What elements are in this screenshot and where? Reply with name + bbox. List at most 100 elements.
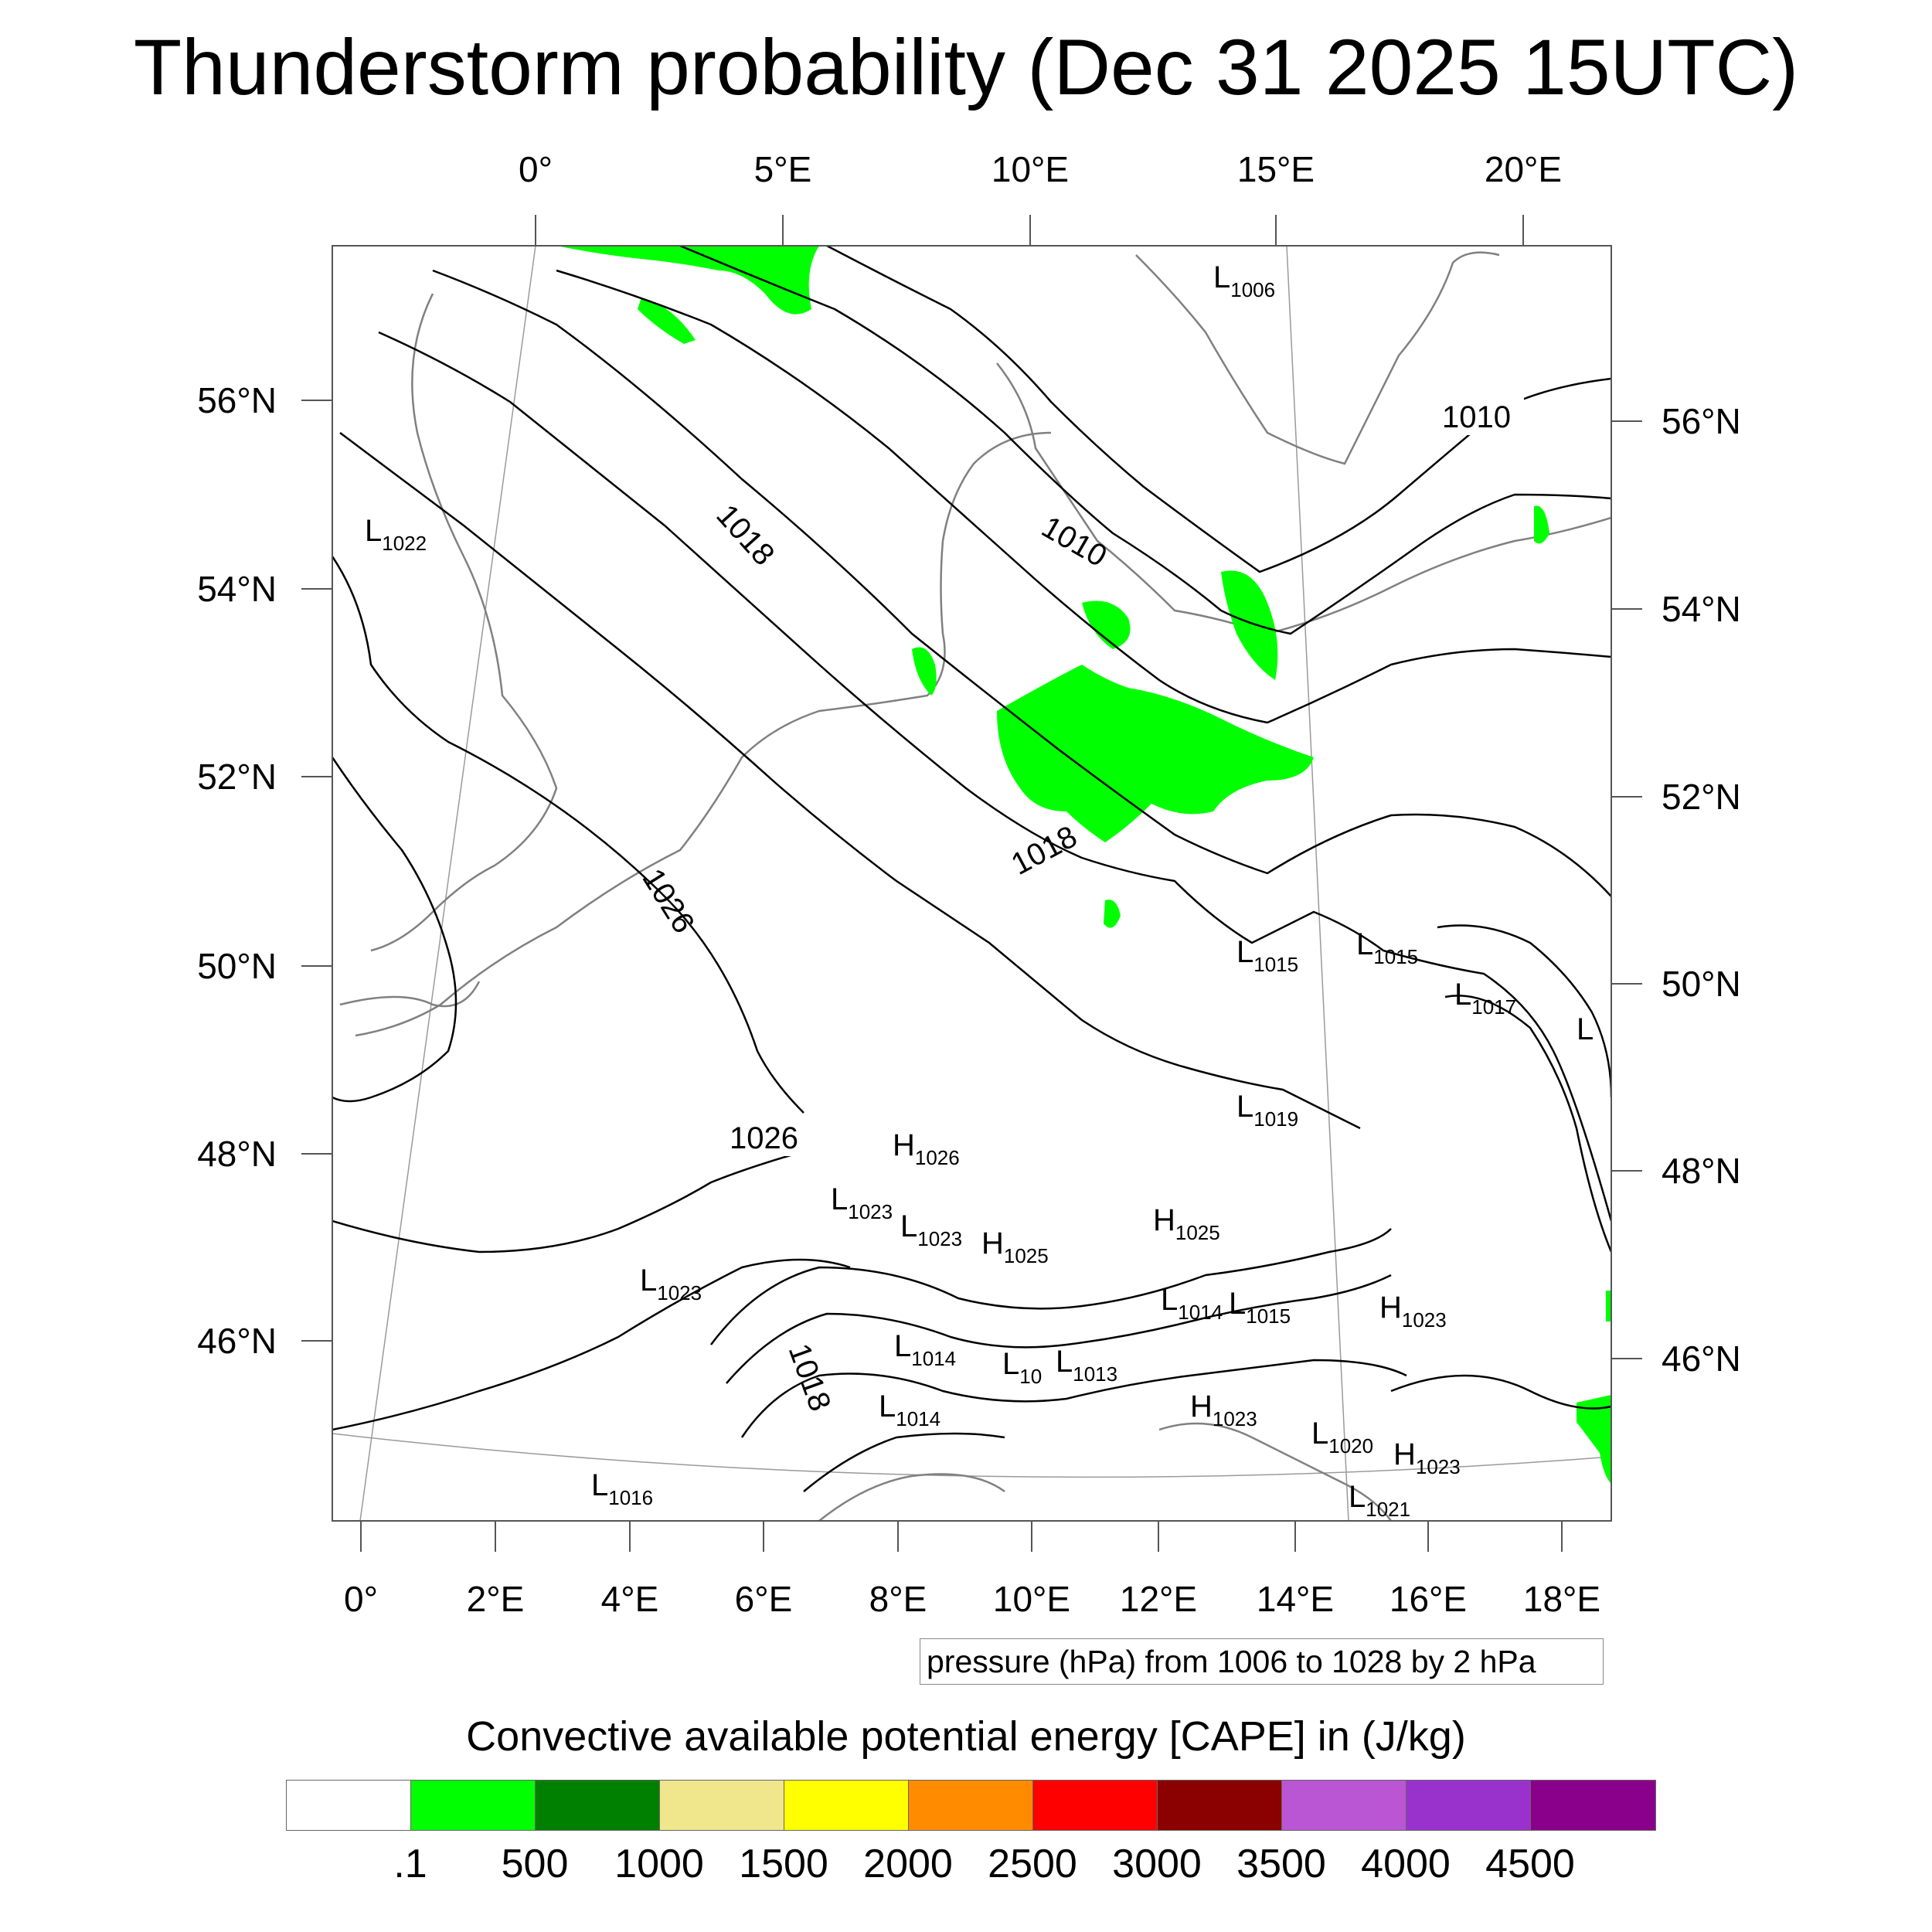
- lat-label-right: 50°N: [1662, 964, 1741, 1004]
- lon-label-bottom: 8°E: [869, 1579, 927, 1619]
- isobar-label: 1010: [1442, 400, 1511, 434]
- legend-title: Convective available potential energy [C…: [466, 1713, 1466, 1760]
- lon-label-top: 0°: [519, 149, 553, 189]
- colorbar-swatch: [1033, 1781, 1158, 1830]
- colorbar-label: 1000: [614, 1842, 704, 1886]
- cape-area-baltic-coast: [1082, 600, 1131, 649]
- isobar-1012: [679, 246, 1611, 635]
- high-pressure-center: H1025: [981, 1226, 1049, 1267]
- cape-area-north-sea-1: [556, 246, 819, 315]
- coastline-britain-east: [370, 293, 558, 952]
- isobar-alps-4: [803, 1432, 1005, 1492]
- isobar-east-1: [1437, 924, 1611, 1098]
- isobar-label: 1018: [709, 498, 781, 573]
- bottom-longitude-labels: 0° 2°E 4°E 6°E 8°E 10°E 12°E 14°E 16°E 1…: [344, 1579, 1600, 1619]
- colorbar-swatch: [1406, 1781, 1531, 1830]
- colorbar-label: 4000: [1361, 1842, 1451, 1886]
- high-pressure-center: H1023: [1190, 1389, 1257, 1430]
- lon-label-bottom: 4°E: [601, 1579, 659, 1619]
- low-pressure-center: L1015: [1229, 1287, 1291, 1328]
- colorbar-swatch: [909, 1781, 1033, 1830]
- lat-label-right: 52°N: [1662, 777, 1741, 817]
- low-pressure-center: L1021: [1349, 1480, 1410, 1521]
- colorbar-swatch: [1531, 1781, 1655, 1830]
- low-pressure-center: L1023: [900, 1209, 962, 1250]
- isobar-1020: [339, 431, 1361, 1130]
- high-pressure-center: H1023: [1379, 1291, 1447, 1332]
- isobar-1024-south: [332, 1258, 851, 1431]
- isobar-label: 1026: [635, 862, 700, 939]
- colorbar-swatch: [784, 1781, 909, 1830]
- isobar-alps-2: [726, 1274, 1392, 1384]
- colorbar-swatch: [1158, 1781, 1282, 1830]
- isobar-east-2: [1444, 995, 1611, 1253]
- lon-label-bottom: 16°E: [1389, 1579, 1467, 1619]
- cape-area-poland: [1221, 570, 1278, 680]
- low-pressure-center: L1016: [591, 1468, 653, 1509]
- high-pressure-center: H1026: [893, 1128, 960, 1169]
- right-latitude-labels: 56°N 54°N 52°N 50°N 48°N 46°N: [1662, 401, 1741, 1379]
- colorbar-label: 1500: [739, 1842, 828, 1886]
- lon-label-bottom: 10°E: [993, 1579, 1070, 1619]
- colorbar-label: 3000: [1112, 1842, 1202, 1886]
- lon-label-bottom: 2°E: [467, 1579, 525, 1619]
- isobars: [332, 246, 1611, 1492]
- high-pressure-center: H1025: [1153, 1203, 1220, 1244]
- low-pressure-center: L1015: [1236, 935, 1298, 976]
- meridian-15e: [1286, 246, 1349, 1521]
- isobar-1022: [332, 556, 804, 1114]
- lat-label-left: 48°N: [197, 1134, 277, 1174]
- cape-colorbar: [286, 1780, 1656, 1831]
- lon-label-bottom: 18°E: [1523, 1579, 1600, 1619]
- colorbar-label: .1: [393, 1842, 427, 1886]
- isobar-1018: [378, 331, 1611, 1222]
- coastline-mediterranean: [818, 1473, 1005, 1521]
- lon-label-top: 5°E: [754, 149, 812, 189]
- coastlines: [339, 251, 1611, 1521]
- colorbar-label: 2000: [863, 1842, 953, 1886]
- lat-label-right: 48°N: [1662, 1151, 1741, 1191]
- isobar-label-background: [1439, 398, 1524, 435]
- high-pressure-center: H1023: [1393, 1437, 1461, 1478]
- low-pressure-center: L1014: [1161, 1283, 1223, 1324]
- colorbar-swatch: [1282, 1781, 1406, 1830]
- lon-label-bottom: 14°E: [1257, 1579, 1334, 1619]
- low-pressure-center: L1022: [365, 514, 427, 555]
- cape-area-lithuania: [1534, 505, 1549, 544]
- isobar-alps-3: [740, 1359, 1407, 1438]
- low-pressure-center: L: [1577, 1012, 1594, 1046]
- lon-label-bottom: 0°: [344, 1579, 378, 1619]
- coastline-britain-south: [339, 981, 481, 1008]
- lat-label-right: 46°N: [1662, 1338, 1741, 1379]
- isobar-label: 1018: [1006, 819, 1083, 882]
- pressure-centers: L1006L1022L1015L1015L1017LL1019H1026L102…: [365, 260, 1594, 1521]
- coastline-continent: [355, 431, 1052, 1037]
- colorbar-label: 4500: [1485, 1842, 1575, 1886]
- lon-label-bottom: 6°E: [735, 1579, 793, 1619]
- low-pressure-center: L1014: [879, 1389, 940, 1430]
- isobar-east-3: [1390, 1374, 1611, 1410]
- tick-marks: [301, 215, 1642, 1552]
- lat-label-left: 52°N: [197, 757, 277, 797]
- cape-area-germany: [997, 665, 1314, 842]
- isobar-1024-west: [332, 757, 457, 1103]
- isobar-label-background: [726, 1119, 811, 1156]
- coastline-adriatic: [1158, 1422, 1393, 1521]
- lat-label-left: 46°N: [197, 1321, 277, 1361]
- pressure-info-box: pressure (hPa) from 1006 to 1028 by 2 hP…: [920, 1638, 1604, 1685]
- low-pressure-center: L1015: [1356, 927, 1418, 968]
- lat-label-right: 56°N: [1662, 401, 1741, 441]
- isobar-label: 1018: [782, 1339, 838, 1416]
- isobar-1016: [432, 269, 1611, 897]
- isobar-label: 1010: [1036, 510, 1113, 574]
- low-pressure-center: L1013: [1056, 1345, 1117, 1386]
- isobar-1014: [556, 269, 1611, 724]
- colorbar-swatch: [287, 1781, 411, 1830]
- low-pressure-center: L1019: [1236, 1090, 1298, 1131]
- colorbar-swatch: [660, 1781, 784, 1830]
- low-pressure-center: L1023: [640, 1264, 702, 1304]
- lat-label-right: 54°N: [1662, 589, 1741, 629]
- lat-label-left: 54°N: [197, 569, 277, 609]
- low-pressure-center: L1006: [1213, 260, 1275, 301]
- coastline-denmark-baltic: [996, 362, 1611, 635]
